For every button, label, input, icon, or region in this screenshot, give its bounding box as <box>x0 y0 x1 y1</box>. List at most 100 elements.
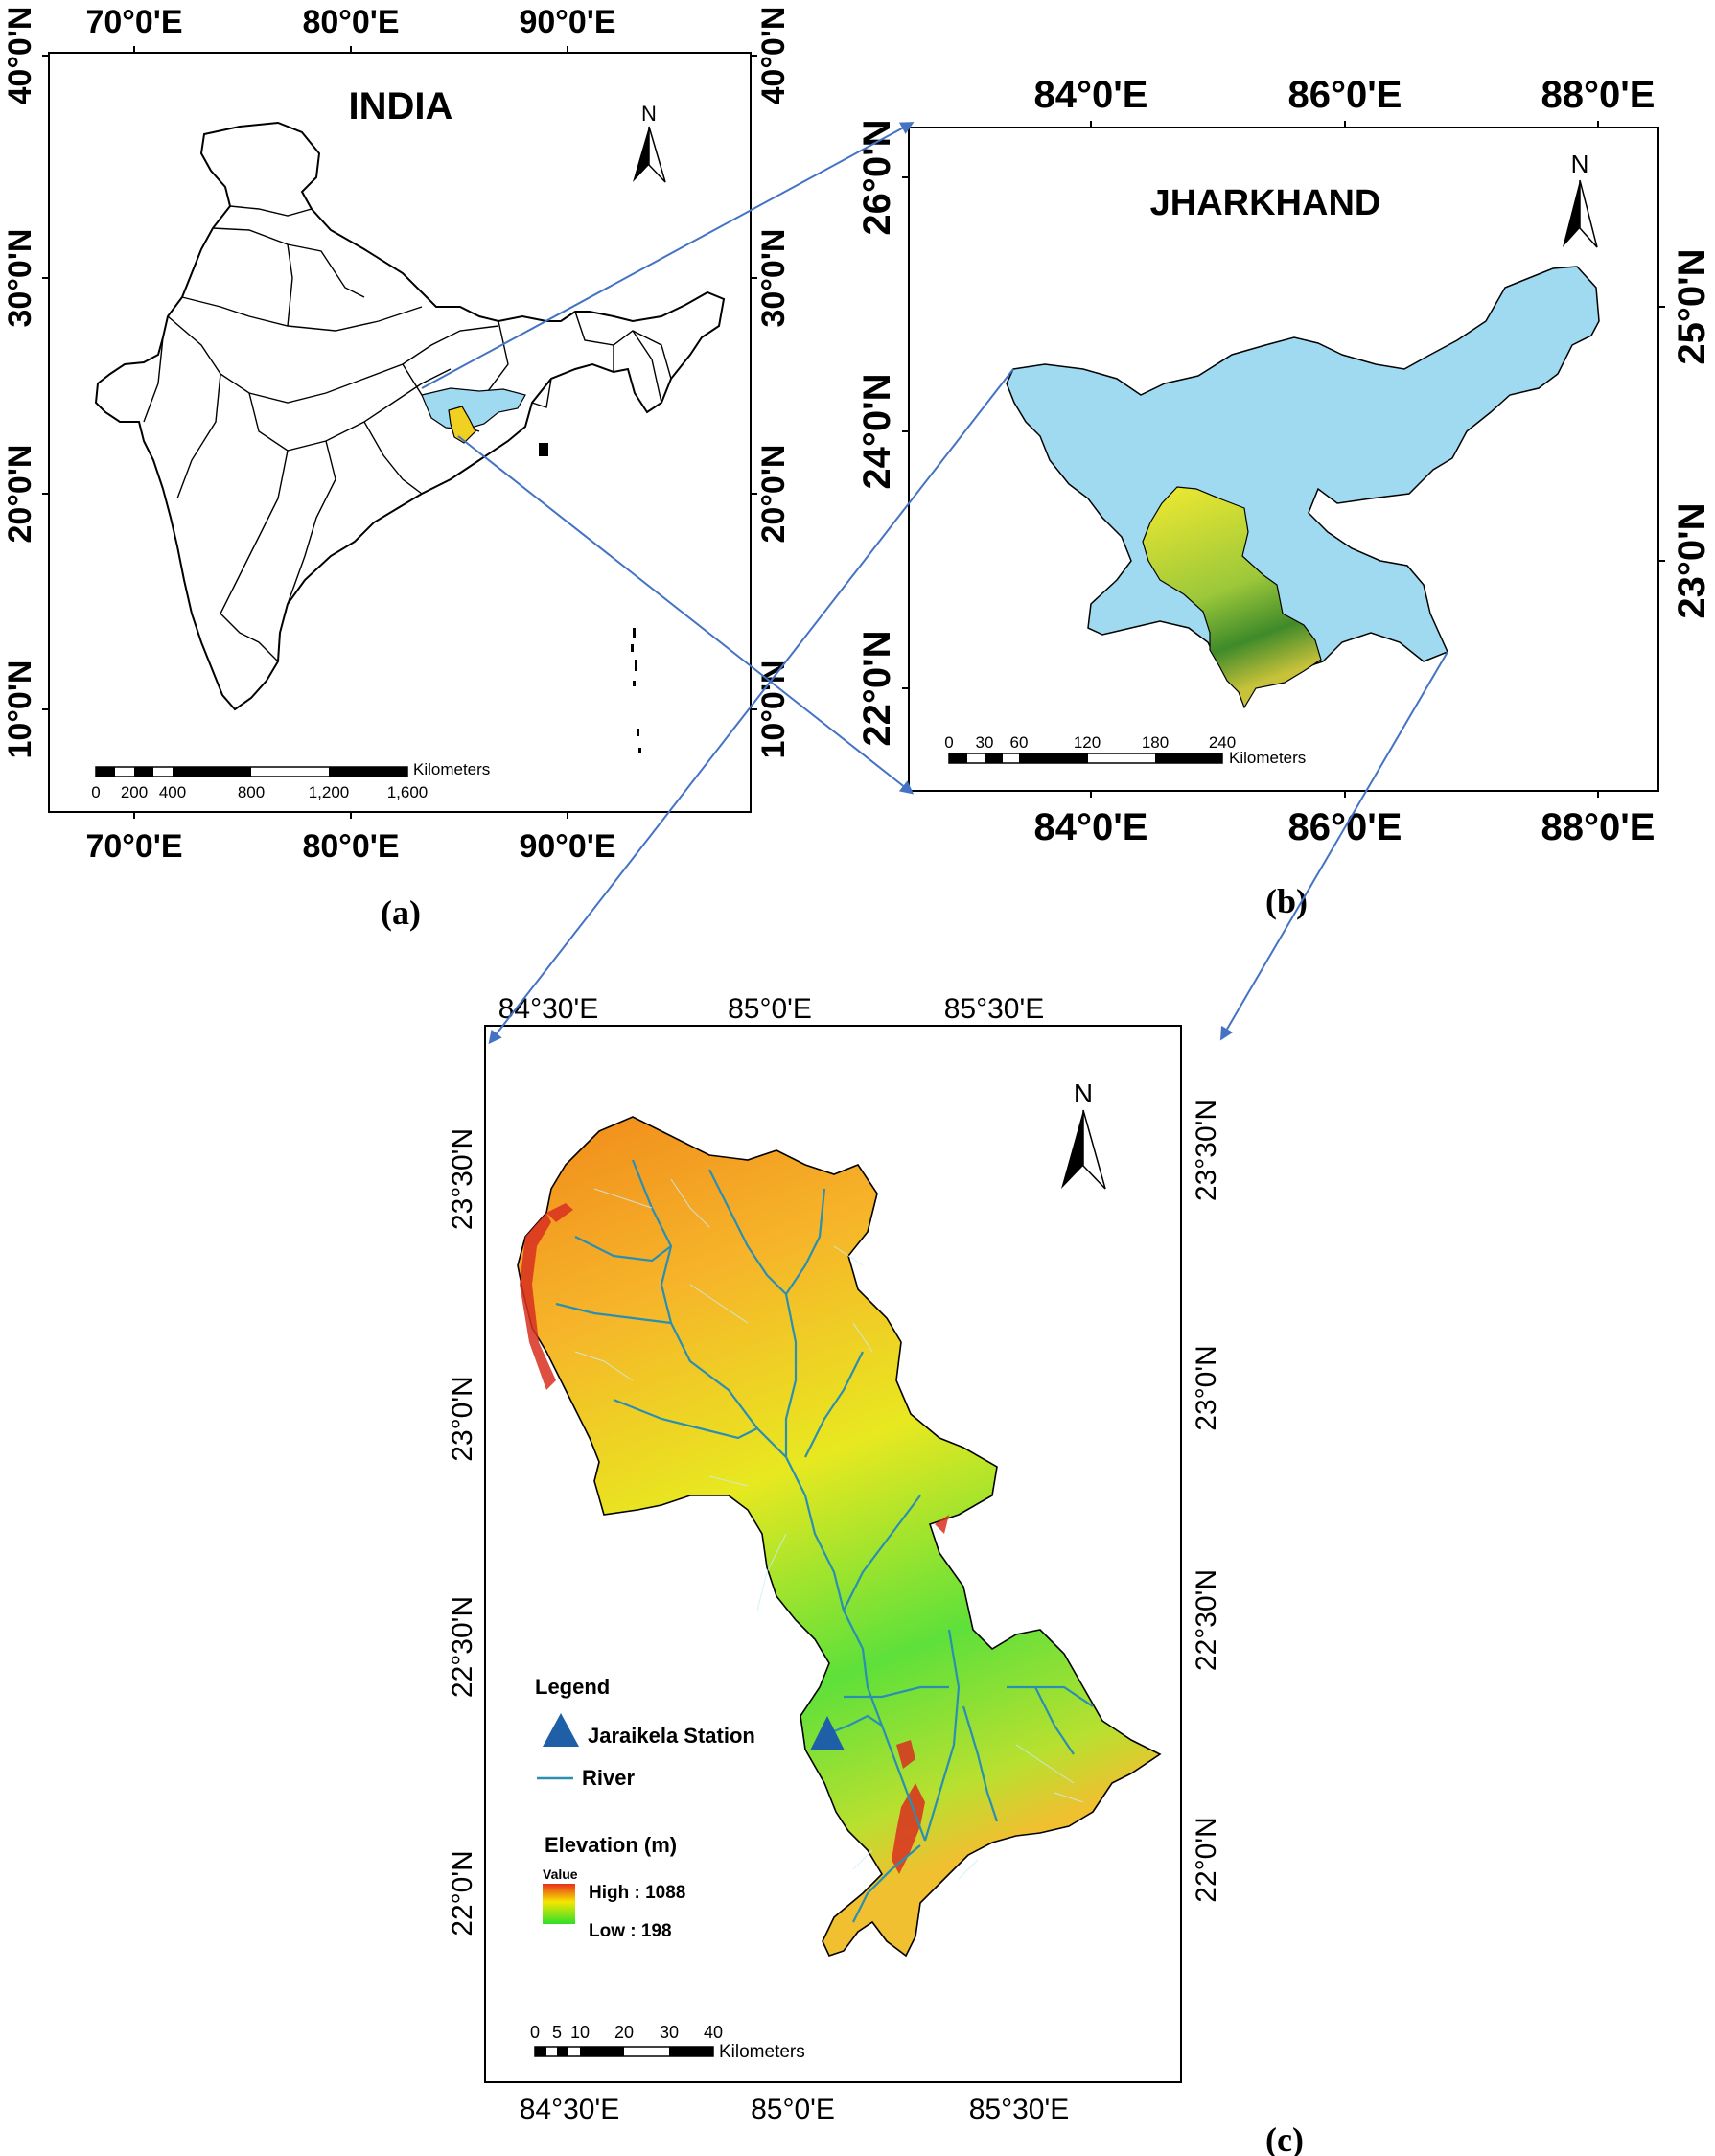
panel-a-right-tick: 40°0'N <box>755 7 792 105</box>
svg-text:20: 20 <box>614 2023 634 2042</box>
elevation-high-label: High : 1088 <box>589 1883 685 1903</box>
india-state-borders <box>143 205 672 662</box>
basin-elevation <box>517 1116 1162 1958</box>
panel-c-left-tick: 23°0'N <box>447 1376 478 1461</box>
panel-a-top-tick: 90°0'E <box>519 4 615 40</box>
svg-text:30: 30 <box>976 733 994 752</box>
panel-a-caption: (a) <box>381 893 421 932</box>
panel-b-right-tick: 23°0'N <box>1671 502 1713 618</box>
panel-a-top-tick: 80°0'E <box>302 4 399 40</box>
panel-a-bottom-tick: 70°0'E <box>85 828 182 865</box>
panel-c-top-tick: 85°0'E <box>728 993 812 1025</box>
panel-c-bottom-tick: 85°0'E <box>751 2094 835 2125</box>
panel-c-right-tick: 22°0'N <box>1191 1817 1222 1902</box>
river-network <box>555 1159 1094 1923</box>
panel-b-top-tick: 88°0'E <box>1541 74 1656 116</box>
panel-b-jharkhand-map: 84°0'E 86°0'E 88°0'E 84°0'E 86°0'E 88°0'… <box>856 74 1713 920</box>
panel-a-bottom-tick: 90°0'E <box>519 828 615 865</box>
panel-b-left-tick: 24°0'N <box>856 373 898 489</box>
andaman-islands <box>539 443 641 753</box>
panel-c-bottom-tick: 85°30'E <box>969 2094 1069 2125</box>
panel-c-right-tick: 22°30'N <box>1191 1569 1222 1671</box>
panel-c-top-tick: 84°30'E <box>498 993 598 1025</box>
value-legend-label: Value <box>543 1866 578 1882</box>
svg-text:0: 0 <box>944 733 953 752</box>
panel-b-bottom-tick: 84°0'E <box>1034 806 1148 848</box>
svg-text:N: N <box>641 102 657 126</box>
panel-b-right-tick: 25°0'N <box>1671 248 1713 364</box>
jharkhand-in-india <box>421 387 526 430</box>
station-legend-icon <box>543 1713 579 1747</box>
panel-c-right-tick: 23°0'N <box>1191 1345 1222 1430</box>
panel-a-left-tick: 20°0'N <box>2 445 38 544</box>
panel-a-left-tick: 40°0'N <box>2 7 38 105</box>
svg-text:800: 800 <box>238 783 265 801</box>
svg-text:120: 120 <box>1074 733 1101 752</box>
panel-b-caption: (b) <box>1265 882 1308 920</box>
panel-b-scale-bar: Kilometers 0 30 60 120 180 240 <box>944 733 1306 767</box>
legend-title: Legend <box>535 1675 610 1699</box>
legend: Legend Jaraikela Station River Elevation… <box>535 1675 755 1941</box>
svg-text:N: N <box>1074 1078 1093 1108</box>
panel-b-left-tick: 22°0'N <box>856 630 898 746</box>
panel-a-left-tick: 10°0'N <box>2 661 38 759</box>
panel-a-title: INDIA <box>349 85 453 128</box>
panel-a-right-tick: 20°0'N <box>755 445 792 544</box>
north-arrow-icon: N <box>1061 1078 1106 1190</box>
panel-a-india-map: 70°0'E 80°0'E 90°0'E 70°0'E 80°0'E 90°0'… <box>2 4 792 932</box>
connector-arrow <box>457 435 915 795</box>
connector-arrows <box>421 122 1448 1045</box>
panel-c-basin-map: 84°30'E 85°0'E 85°30'E 84°30'E 85°0'E 85… <box>447 993 1304 2156</box>
panel-b-bottom-tick: 88°0'E <box>1541 806 1656 848</box>
elevation-low-label: Low : 198 <box>589 1921 672 1941</box>
panel-a-scale-bar: Kilometers 0 200 400 800 1,200 1,600 <box>91 760 490 801</box>
station-legend-label: Jaraikela Station <box>588 1724 755 1748</box>
connector-arrow <box>488 368 1014 1045</box>
svg-text:5: 5 <box>552 2023 562 2042</box>
panel-a-tick-marks <box>42 46 757 819</box>
basin-in-jharkhand <box>1142 486 1322 709</box>
panel-b-top-tick: 86°0'E <box>1288 74 1402 116</box>
river-legend-label: River <box>582 1766 635 1790</box>
svg-text:0: 0 <box>91 783 100 801</box>
svg-text:60: 60 <box>1010 733 1029 752</box>
svg-text:N: N <box>1571 150 1589 178</box>
panel-a-top-tick: 70°0'E <box>85 4 182 40</box>
india-outline <box>94 121 726 711</box>
panel-b-title: JHARKHAND <box>1150 183 1381 223</box>
panel-a-right-tick: 30°0'N <box>755 229 792 328</box>
panel-c-scale-bar: Kilometers 0 5 10 20 30 40 <box>530 2023 805 2062</box>
north-arrow-icon: N <box>633 102 666 183</box>
svg-text:Kilometers: Kilometers <box>1229 749 1306 767</box>
svg-text:200: 200 <box>121 783 148 801</box>
panel-c-left-tick: 22°30'N <box>447 1596 478 1698</box>
panel-c-caption: (c) <box>1265 2121 1304 2156</box>
svg-text:10: 10 <box>570 2023 590 2042</box>
panel-c-left-tick: 22°0'N <box>447 1850 478 1936</box>
elevation-color-ramp <box>543 1884 575 1924</box>
panel-b-top-tick: 84°0'E <box>1034 74 1148 116</box>
svg-text:Kilometers: Kilometers <box>413 760 490 778</box>
jharkhand-state <box>1006 266 1600 689</box>
connector-arrow <box>421 122 915 389</box>
svg-text:30: 30 <box>660 2023 679 2042</box>
svg-text:Kilometers: Kilometers <box>719 2042 805 2062</box>
panel-c-bottom-tick: 84°30'E <box>520 2094 619 2125</box>
svg-text:40: 40 <box>704 2023 723 2042</box>
panel-c-left-tick: 23°30'N <box>447 1128 478 1230</box>
svg-text:1,600: 1,600 <box>387 783 429 801</box>
svg-text:0: 0 <box>530 2023 540 2042</box>
basin-in-india <box>448 406 476 444</box>
jaraikela-station-marker <box>810 1716 845 1750</box>
panel-a-left-tick: 30°0'N <box>2 229 38 328</box>
panel-b-left-tick: 26°0'N <box>856 119 898 235</box>
panel-b-tick-marks <box>902 121 1665 798</box>
svg-text:400: 400 <box>159 783 186 801</box>
panel-c-top-tick: 85°30'E <box>944 993 1044 1025</box>
svg-text:1,200: 1,200 <box>309 783 350 801</box>
connector-arrow <box>1219 651 1448 1041</box>
svg-text:180: 180 <box>1142 733 1169 752</box>
stream-network <box>574 1178 1084 1880</box>
panel-a-bottom-tick: 80°0'E <box>302 828 399 865</box>
